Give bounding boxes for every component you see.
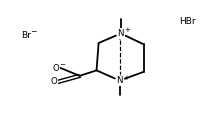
Text: +: +: [123, 75, 129, 81]
Text: −: −: [30, 27, 36, 36]
Text: N: N: [117, 29, 124, 38]
Text: Br: Br: [21, 31, 31, 40]
Text: HBr: HBr: [179, 17, 195, 26]
Text: O: O: [51, 77, 58, 86]
Text: N: N: [116, 76, 123, 85]
Text: −: −: [60, 62, 66, 68]
Text: +: +: [124, 27, 130, 34]
Text: O: O: [53, 64, 60, 73]
